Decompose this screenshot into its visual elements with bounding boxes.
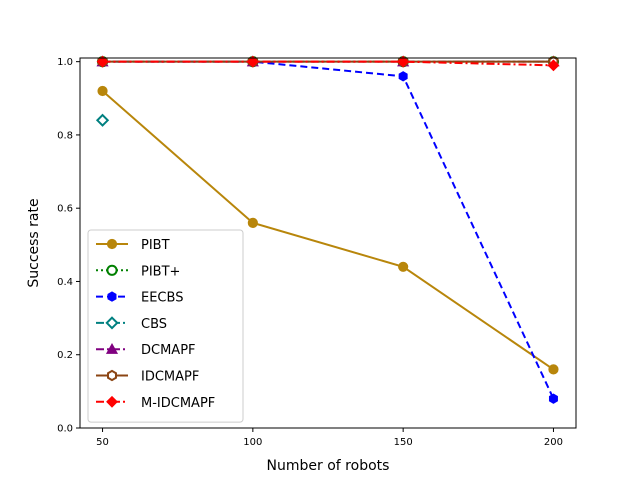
legend-entry: PIBT	[96, 238, 170, 253]
series-m-idcmapf	[96, 55, 560, 72]
legend-label: DCMAPF	[141, 343, 196, 358]
data-point	[548, 364, 559, 375]
x-tick-label: 200	[544, 437, 563, 448]
y-tick-label: 0.2	[57, 350, 73, 361]
legend-label: EECBS	[141, 291, 183, 306]
legend-entry: EECBS	[96, 291, 183, 306]
y-tick-label: 0.6	[57, 204, 73, 215]
y-tick-label: 0.8	[57, 130, 73, 141]
legend-marker	[105, 316, 119, 330]
data-point	[548, 393, 558, 404]
series-line	[102, 60, 554, 67]
series-layer	[95, 55, 560, 404]
legend-label: PIBT	[141, 238, 170, 253]
axes-layer: 50 100 150 200 0.0 0.2 0.4 0.6 0.8 1.0	[57, 57, 577, 448]
legend-entry: DCMAPF	[96, 342, 196, 358]
y-axis-label: Success rate	[26, 198, 42, 287]
legend-label: IDCMAPF	[141, 370, 199, 385]
legend-label: M-IDCMAPF	[141, 396, 215, 411]
legend-entry: PIBT+	[96, 264, 180, 279]
x-tick-label: 150	[394, 437, 413, 448]
y-tick-label: 0.4	[57, 277, 73, 288]
legend-marker	[107, 291, 117, 302]
legend-marker	[106, 238, 118, 250]
legend: PIBT PIBT+ EECBS CBS DCMAPF IDCMAPF M-IDCMAPF	[87, 229, 244, 423]
data-point	[398, 71, 408, 82]
data-point	[97, 85, 108, 97]
x-tick-label: 100	[243, 437, 262, 448]
series-pibt	[97, 85, 559, 375]
series-line	[101, 90, 555, 371]
legend-label: PIBT+	[141, 264, 180, 279]
y-tick-label: 1.0	[57, 57, 73, 68]
y-tick-label: 0.0	[57, 424, 73, 435]
axes-frame	[79, 57, 577, 429]
data-point	[246, 55, 259, 68]
legend-entry: CBS	[96, 316, 167, 332]
legend-marker	[106, 264, 118, 276]
x-axis-label: Number of robots	[267, 458, 390, 474]
legend-box	[87, 229, 244, 423]
data-point	[547, 59, 560, 72]
x-tick-label: 50	[96, 437, 109, 448]
legend-marker	[106, 395, 118, 408]
legend-label: CBS	[141, 317, 167, 332]
data-point	[397, 55, 410, 68]
series-cbs	[95, 113, 110, 127]
data-point	[398, 261, 409, 272]
legend-marker	[105, 342, 119, 354]
legend-entry: M-IDCMAPF	[96, 396, 215, 411]
data-point	[95, 113, 110, 127]
series-line	[102, 60, 555, 400]
legend-entry: IDCMAPF	[96, 370, 199, 385]
legend-marker	[107, 369, 117, 382]
data-point	[96, 55, 109, 68]
data-point	[247, 217, 258, 228]
